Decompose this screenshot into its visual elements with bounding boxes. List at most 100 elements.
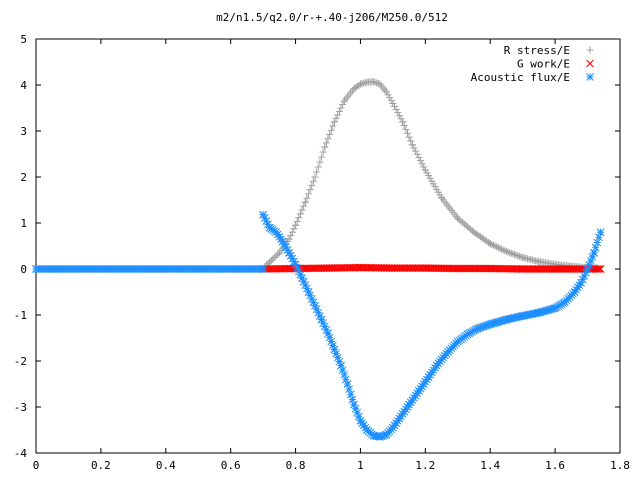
- x-tick-label: 1.8: [610, 459, 630, 472]
- data-point: [335, 107, 343, 115]
- data-point: [305, 190, 313, 198]
- y-tick-label: 5: [20, 33, 27, 46]
- data-point: [267, 257, 275, 265]
- data-point: [420, 163, 428, 171]
- data-point: [314, 163, 322, 171]
- data-point: [399, 118, 407, 126]
- data-point: [410, 144, 418, 152]
- data-point: [407, 137, 415, 145]
- data-point: [412, 147, 420, 155]
- data-point: [324, 135, 332, 143]
- series-0: [259, 78, 601, 273]
- data-point: [308, 181, 316, 189]
- series-1: [259, 263, 605, 273]
- chart-title: m2/n1.5/q2.0/r-+.40-j206/M250.0/512: [216, 11, 448, 24]
- data-point: [337, 104, 345, 112]
- data-point: [287, 232, 295, 240]
- data-point: [394, 109, 402, 117]
- data-point: [353, 408, 362, 417]
- data-point: [386, 94, 394, 102]
- data-point: [496, 244, 504, 252]
- data-point: [382, 88, 390, 96]
- data-point: [494, 244, 502, 252]
- data-point: [596, 265, 605, 273]
- data-point: [402, 125, 410, 133]
- data-point: [493, 243, 501, 251]
- data-point: [292, 221, 300, 229]
- data-point: [332, 349, 340, 358]
- data-point: [345, 385, 353, 394]
- x-tick-label: 0.4: [156, 459, 176, 472]
- data-point: [509, 250, 517, 258]
- data-point: [343, 380, 352, 388]
- y-tick-label: 2: [20, 171, 27, 184]
- y-tick-label: -2: [14, 355, 27, 368]
- data-point: [595, 233, 603, 242]
- data-point: [264, 220, 272, 229]
- data-point: [322, 139, 330, 147]
- data-point: [511, 251, 519, 259]
- data-point: [504, 248, 512, 256]
- data-point: [515, 252, 523, 260]
- chart-marks: [32, 78, 605, 441]
- data-point: [403, 129, 411, 137]
- data-point: [332, 114, 340, 122]
- y-tick-label: 4: [20, 79, 27, 92]
- data-point: [408, 141, 416, 149]
- data-point: [303, 194, 311, 202]
- data-point: [338, 366, 347, 375]
- data-point: [306, 186, 314, 194]
- data-point: [333, 353, 342, 362]
- axes: 0 0.2 0.4 0.6 0.8 1 1.2 1.4 1.6 1.8 -4 -3 -2 -1 0 1 2 3 4 5: [14, 33, 630, 472]
- data-point: [340, 370, 349, 379]
- plot-frame: [35, 38, 621, 454]
- data-point: [384, 91, 392, 99]
- data-point: [274, 250, 282, 258]
- data-point: [371, 78, 379, 86]
- data-point: [339, 101, 347, 109]
- x-tick-label: 1.2: [415, 459, 435, 472]
- data-point: [507, 249, 515, 257]
- data-point: [512, 251, 520, 259]
- legend-marker: [586, 59, 594, 68]
- data-point: [346, 390, 355, 399]
- data-point: [298, 206, 306, 214]
- data-point: [341, 375, 350, 384]
- data-point: [351, 404, 360, 413]
- data-point: [415, 153, 423, 161]
- data-point: [501, 247, 509, 255]
- y-tick-label: -4: [14, 447, 28, 460]
- data-point: [269, 255, 277, 263]
- data-point: [489, 241, 497, 249]
- data-point: [373, 79, 381, 87]
- data-point: [593, 265, 602, 273]
- data-point: [395, 112, 403, 120]
- x-tick-label: 0: [33, 459, 40, 472]
- x-tick-label: 1: [357, 459, 364, 472]
- data-point: [486, 240, 494, 248]
- data-point: [595, 265, 603, 273]
- data-point: [257, 265, 266, 273]
- data-point: [591, 243, 600, 252]
- data-point: [319, 148, 327, 156]
- data-point: [326, 130, 334, 138]
- data-point: [596, 228, 605, 237]
- data-point: [316, 158, 324, 166]
- data-point: [387, 97, 395, 105]
- data-point: [309, 298, 318, 307]
- legend-marker: [586, 73, 594, 81]
- y-tick-label: 0: [20, 263, 27, 276]
- data-point: [288, 228, 296, 236]
- x-tick-label: 0.2: [91, 459, 111, 472]
- legend-label: R stress/E: [504, 44, 570, 57]
- data-point: [324, 329, 332, 338]
- x-tick-label: 0.8: [286, 459, 306, 472]
- data-point: [593, 238, 602, 247]
- data-point: [334, 111, 342, 119]
- data-point: [313, 168, 321, 176]
- data-point: [327, 126, 335, 134]
- legend-label: Acoustic flux/E: [471, 71, 570, 84]
- data-point: [400, 122, 408, 130]
